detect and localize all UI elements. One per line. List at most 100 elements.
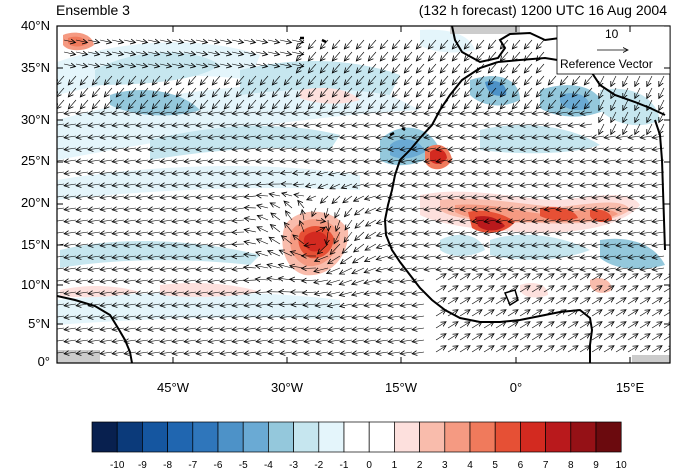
wind-vector <box>424 244 437 246</box>
wind-vector <box>320 51 329 61</box>
wind-vector <box>448 244 461 246</box>
wind-vector <box>352 172 365 174</box>
wind-vector <box>556 256 569 258</box>
wind-vector <box>76 244 89 246</box>
wind-vector <box>496 172 509 174</box>
wind-vector <box>544 160 557 162</box>
wind-vector <box>340 136 353 138</box>
wind-vector <box>148 256 161 258</box>
wind-vector <box>148 232 161 234</box>
wind-vector <box>496 136 509 138</box>
wind-vector <box>196 136 209 138</box>
wind-vector <box>256 160 269 162</box>
wind-vector <box>124 220 137 222</box>
wind-vector <box>560 75 569 85</box>
wind-vector <box>195 52 208 55</box>
wind-vector <box>100 112 113 114</box>
wind-vector <box>236 87 245 97</box>
wind-vector <box>308 39 317 49</box>
wind-vector <box>464 39 473 49</box>
wind-vector <box>652 196 665 198</box>
wind-vector <box>208 184 221 186</box>
wind-vector <box>220 232 233 234</box>
wind-vector <box>332 39 341 49</box>
wind-vector <box>472 244 485 246</box>
wind-vector <box>136 268 149 270</box>
wind-vector <box>484 184 497 186</box>
wind-vector <box>488 39 497 49</box>
wind-vector <box>635 99 641 110</box>
wind-vector <box>404 51 413 61</box>
wind-vector <box>304 160 317 162</box>
wind-vector <box>440 63 449 73</box>
wind-vector <box>640 268 653 270</box>
wind-vector <box>304 112 317 114</box>
wind-vector <box>436 160 449 162</box>
wind-vector <box>208 112 221 114</box>
wind-vector <box>172 136 185 138</box>
wind-vector <box>532 256 545 258</box>
wind-vector <box>326 231 328 245</box>
panel-title: Ensemble 3 <box>56 2 130 18</box>
wind-vector <box>268 172 281 174</box>
wind-vector <box>532 184 545 186</box>
wind-vector <box>400 196 413 198</box>
wind-vector <box>496 196 509 198</box>
wind-vector <box>652 244 665 246</box>
wind-vector <box>188 75 197 85</box>
wind-vector <box>236 75 245 85</box>
wind-vector <box>344 99 353 109</box>
lat-label: 10°N <box>20 277 50 292</box>
wind-vector <box>172 160 185 162</box>
wind-vector <box>544 172 557 174</box>
wind-vector <box>284 222 293 233</box>
wind-vector <box>536 39 545 49</box>
wind-vector <box>325 207 328 218</box>
wind-vector <box>448 256 461 258</box>
wind-vector <box>476 75 485 85</box>
wind-vector <box>532 232 545 234</box>
wind-vector <box>352 267 365 274</box>
wind-vector <box>472 232 485 234</box>
wind-vector <box>332 51 341 61</box>
wind-vector <box>232 196 245 198</box>
wind-vector <box>124 256 137 258</box>
wind-vector <box>424 184 437 186</box>
wind-vector <box>400 136 413 138</box>
wind-vector <box>580 136 593 138</box>
wind-vector <box>416 39 425 49</box>
wind-vector <box>448 160 461 162</box>
wind-vector <box>160 160 173 162</box>
wind-vector <box>448 136 461 138</box>
colorbar-swatch <box>520 421 546 453</box>
wind-vector <box>647 75 653 86</box>
wind-vector <box>76 256 89 258</box>
wind-vector <box>100 256 113 258</box>
wind-vector <box>92 75 101 85</box>
wind-vector <box>560 99 569 109</box>
wind-vector <box>184 220 197 222</box>
wind-vector <box>508 256 521 258</box>
wind-vector <box>57 172 65 174</box>
wind-vector <box>286 211 293 221</box>
wind-vector <box>184 208 197 210</box>
wind-vector <box>568 232 581 234</box>
wind-vector <box>460 160 473 162</box>
wind-vector <box>316 160 329 162</box>
wind-vector <box>304 244 317 246</box>
wind-vector <box>340 160 353 162</box>
wind-vector <box>472 160 485 162</box>
wind-vector <box>304 148 317 150</box>
wind-vector <box>171 64 184 67</box>
wind-vector <box>616 160 629 162</box>
wind-vector <box>532 136 545 138</box>
wind-vector <box>128 87 137 97</box>
wind-vector <box>635 87 641 98</box>
wind-vector <box>366 231 377 238</box>
wind-vector <box>87 52 100 55</box>
wind-vector <box>124 196 137 198</box>
wind-vector <box>196 160 209 162</box>
wind-vector <box>316 136 329 138</box>
wind-vector <box>236 99 245 109</box>
wind-vector <box>416 87 425 97</box>
